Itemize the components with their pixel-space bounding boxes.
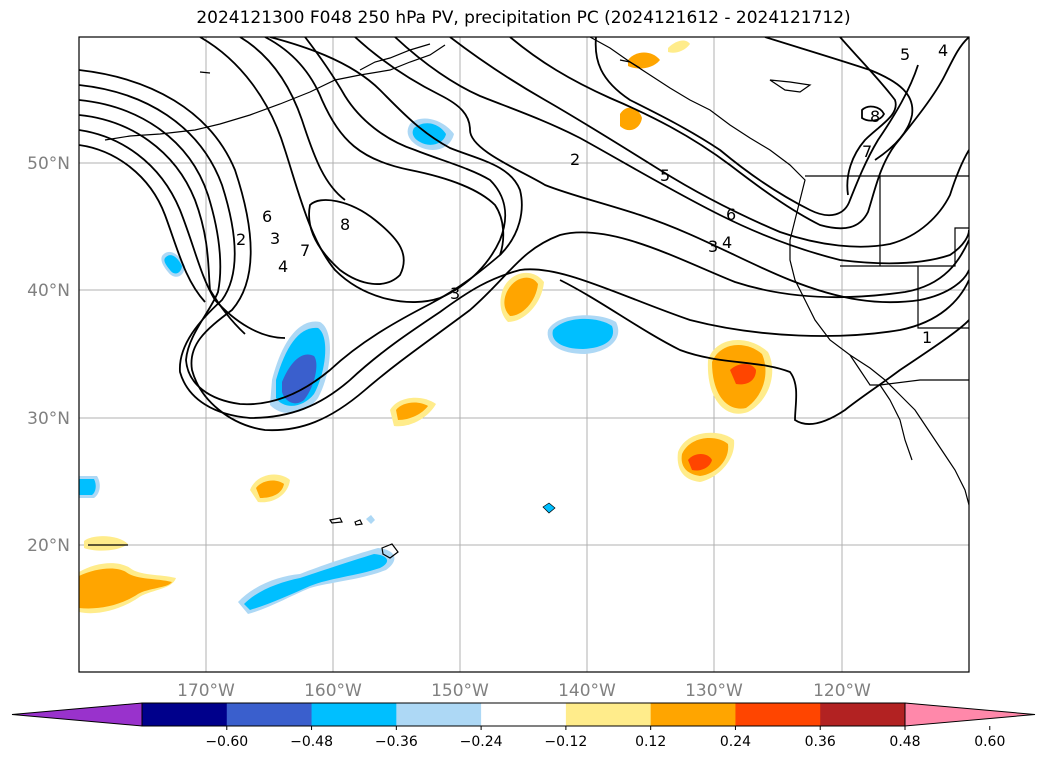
colorbar-segment — [142, 703, 228, 726]
latitude-labels: 50°N 40°N 30°N 20°N — [27, 154, 70, 556]
lon-tick-label: 160°W — [304, 681, 362, 701]
colorbar-tick-label: 0.12 — [635, 734, 666, 750]
contour-label: 8 — [340, 215, 350, 234]
contour-label: 8 — [870, 107, 880, 126]
colorbar: −0.60 −0.48 −0.36 −0.24 −0.12 0.12 0.24 0.36 0.4… — [11, 702, 1036, 750]
lat-tick-label: 40°N — [27, 281, 70, 301]
colorbar-segment — [735, 703, 821, 726]
colorbar-tick-label: −0.60 — [205, 734, 248, 750]
lon-tick-label: 170°W — [177, 681, 235, 701]
colorbar-tick-label: 0.60 — [974, 734, 1005, 750]
colorbar-segment — [565, 703, 652, 726]
colorbar-segment — [820, 703, 906, 726]
contour-label: 7 — [300, 241, 310, 260]
map-border — [78, 36, 970, 673]
contour-label: 4 — [278, 257, 288, 276]
colorbar-tick-label: −0.12 — [544, 734, 587, 750]
colorbar-extend-high — [904, 702, 1036, 727]
coastlines — [88, 37, 969, 559]
colorbar-segment — [311, 703, 397, 726]
contour-label: 4 — [722, 233, 732, 252]
contour-label: 2 — [236, 230, 246, 249]
contour-label: 3 — [270, 229, 280, 248]
lat-tick-label: 30°N — [27, 409, 70, 429]
contour-label: 7 — [862, 142, 872, 161]
pv-contours — [79, 37, 969, 432]
contour-label: 5 — [900, 45, 910, 64]
colorbar-segment — [396, 703, 482, 726]
contour-label: 3 — [450, 284, 460, 303]
colorbar-tick-label: 0.48 — [889, 734, 920, 750]
lat-tick-label: 20°N — [27, 536, 70, 556]
map-panel — [79, 37, 969, 672]
colorbar-extend-low — [11, 702, 143, 727]
colorbar-segment — [481, 703, 567, 726]
contour-label: 6 — [262, 207, 272, 226]
colorbar-outline — [141, 702, 906, 727]
contour-label: 5 — [660, 166, 670, 185]
colorbar-tick-label: −0.36 — [375, 734, 418, 750]
map-title: 2024121300 F048 250 hPa PV, precipitatio… — [196, 8, 851, 28]
lon-tick-label: 140°W — [558, 681, 616, 701]
lon-tick-label: 150°W — [431, 681, 489, 701]
lat-tick-label: 50°N — [27, 154, 70, 174]
colorbar-segment — [650, 703, 736, 726]
contour-label: 2 — [570, 150, 580, 169]
lon-tick-label: 130°W — [685, 681, 743, 701]
contour-label: 4 — [938, 41, 948, 60]
colorbar-tick-label: 0.24 — [720, 734, 751, 750]
contour-label: 1 — [922, 328, 932, 347]
colorbar-segment — [226, 703, 313, 726]
contour-labels: 2 6 3 4 7 8 2 3 3 4 5 6 5 4 7 8 1 — [236, 41, 948, 347]
lon-tick-label: 120°W — [813, 681, 871, 701]
longitude-labels: 170°W 160°W 150°W 140°W 130°W 120°W — [177, 681, 871, 701]
colorbar-tick-label: −0.48 — [290, 734, 333, 750]
contour-label: 3 — [708, 237, 718, 256]
contour-label: 6 — [726, 205, 736, 224]
colorbar-tick-label: −0.24 — [460, 734, 503, 750]
colorbar-tick-label: 0.36 — [805, 734, 836, 750]
